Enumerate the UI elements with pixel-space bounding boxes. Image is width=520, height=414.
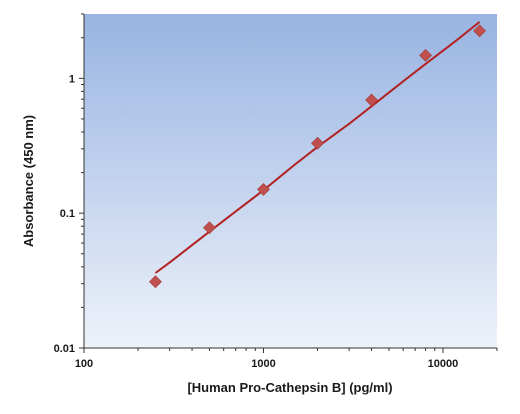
y-tick-label: 0.1 [60,208,75,220]
y-tick-label: 0.01 [54,343,75,355]
axes [83,14,497,349]
plot-area [84,14,497,348]
ticks: 100 1000 10000 0.01 0.1 1 [54,13,498,370]
data-point [473,24,487,38]
data-point [148,275,162,289]
fit-curve-layer [154,21,481,274]
data-point [257,182,270,196]
data-point [203,221,216,235]
y-tick-label: 1 [69,73,75,85]
x-axis-title: [Human Pro-Cathepsin B] (pg/ml) [187,380,392,395]
data-point [365,93,378,107]
x-tick-label: 100 [75,358,93,370]
x-tick-label: 1000 [251,358,275,370]
y-axis-title: Absorbance (450 nm) [21,115,36,247]
x-tick-label: 10000 [428,358,459,370]
data-points-layer [148,24,487,289]
data-point [311,136,324,150]
fit-curve [154,21,481,274]
data-point [419,48,433,62]
